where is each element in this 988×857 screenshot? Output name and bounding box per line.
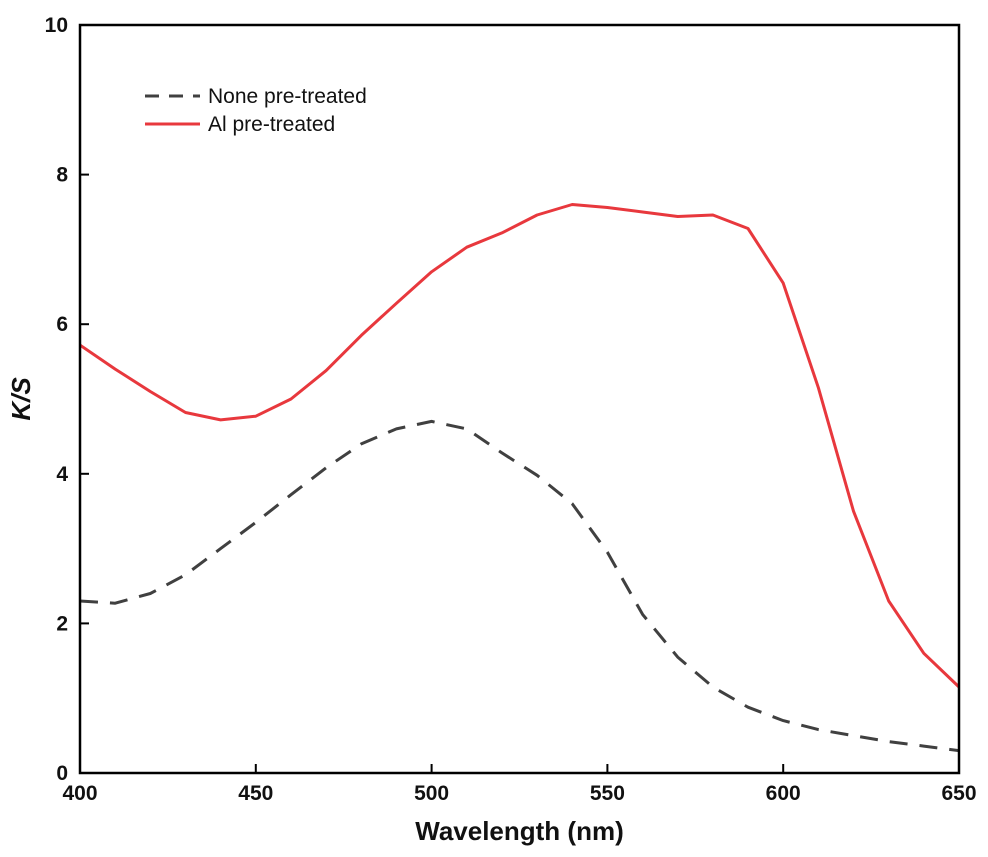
x-tick-label: 650	[941, 782, 976, 805]
series-line-none-pre-treated	[80, 419, 959, 753]
series-line-al-pre-treated	[80, 203, 959, 689]
plot-frame	[78, 23, 961, 775]
legend-label-al-pre-treated: Al pre-treated	[208, 113, 335, 136]
y-tick-label: 6	[56, 313, 68, 336]
y-tick-label: 8	[56, 164, 68, 187]
x-tick-label: 550	[590, 782, 625, 805]
y-tick-label: 4	[56, 463, 68, 486]
y-tick-label: 0	[56, 762, 68, 785]
y-tick-label: 10	[45, 14, 68, 37]
x-tick-label: 400	[62, 782, 97, 805]
x-tick-label: 600	[766, 782, 801, 805]
x-tick-label: 500	[414, 782, 449, 805]
y-axis-title: K/S	[6, 377, 36, 421]
x-axis-title: Wavelength (nm)	[415, 816, 623, 846]
x-tick-label: 450	[238, 782, 273, 805]
y-tick-label: 2	[56, 612, 68, 635]
legend: None pre-treated Al pre-treated	[145, 85, 367, 136]
legend-label-none-pre-treated: None pre-treated	[208, 85, 367, 108]
